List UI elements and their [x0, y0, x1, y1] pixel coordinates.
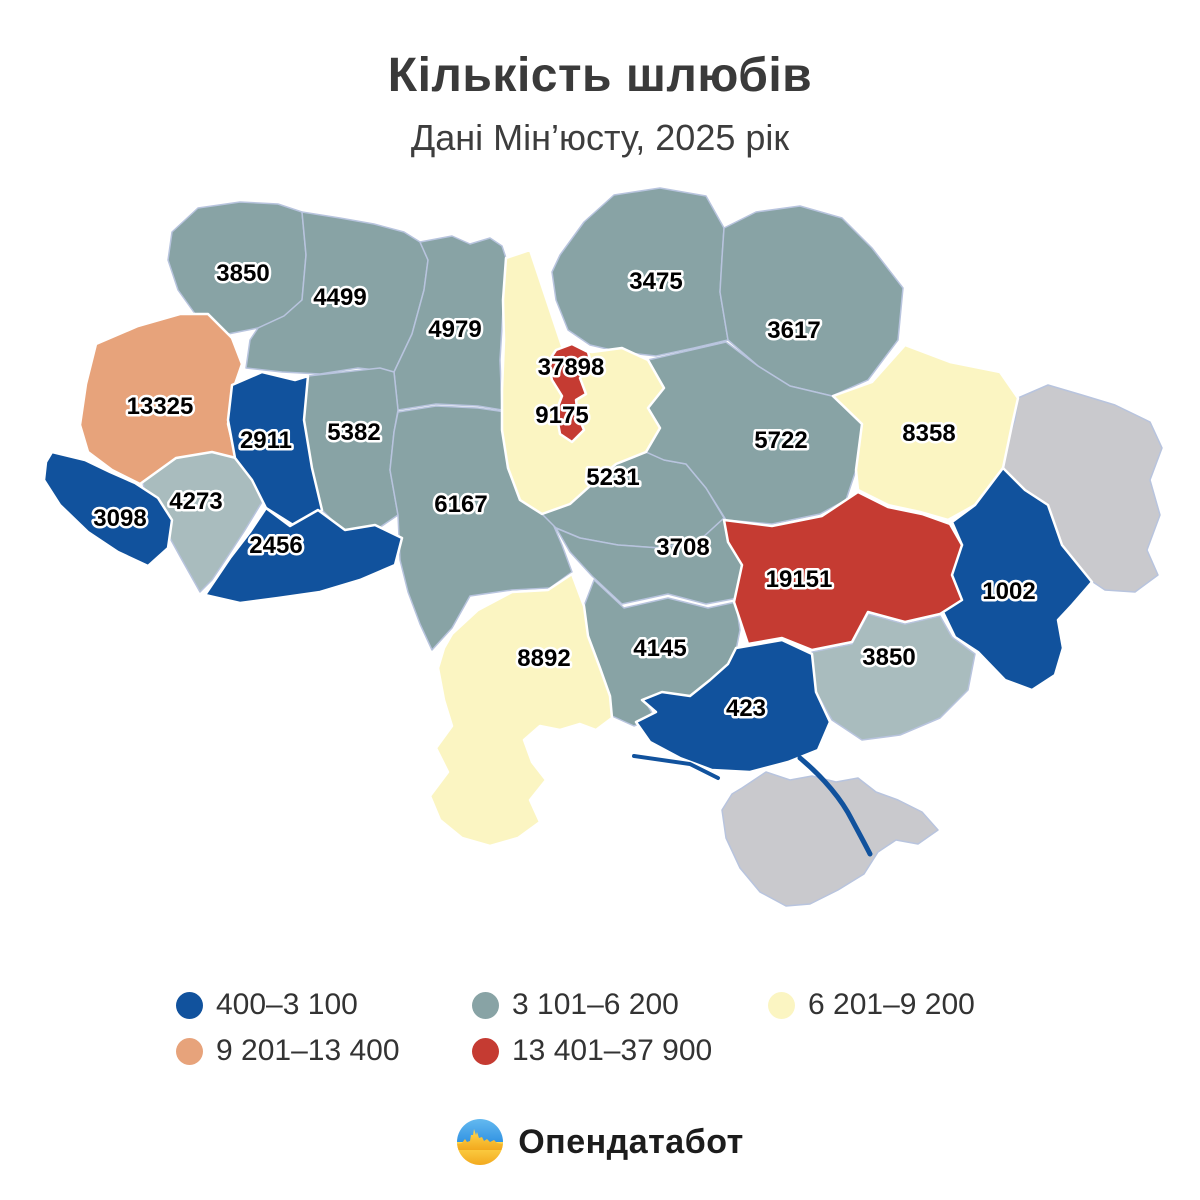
value-zakarpattia: 3098 [93, 505, 146, 532]
legend-item-range1: 400–3 100 [176, 988, 358, 1022]
region-kyiv-oblast [500, 248, 666, 516]
value-kharkiv: 8358 [902, 420, 955, 447]
value-rivne: 4499 [313, 284, 366, 311]
value-zhytomyr: 4979 [428, 316, 481, 343]
legend-item-range2: 3 101–6 200 [472, 988, 679, 1022]
region-kyiv-city [546, 342, 594, 444]
region-rivne [245, 211, 429, 375]
region-sumy [719, 205, 904, 397]
legend-dot-range3 [768, 991, 795, 1019]
legend-label-range5: 13 401–37 900 [512, 1034, 713, 1067]
value-kyiv-city: 37898 [538, 354, 605, 381]
region-value-labels: 3850 4499 4979 3475 3617 37898 9175 1332… [91, 258, 1038, 725]
legend-item-range4: 9 201–13 400 [176, 1034, 400, 1068]
footer-brand: Опендатабот [0, 1118, 1200, 1166]
brand-name: Опендатабот [518, 1122, 744, 1161]
value-odesa: 8892 [517, 645, 570, 672]
region-chernivtsi [203, 506, 404, 605]
value-ivano-frankivsk: 4273 [169, 488, 222, 515]
legend-label-range1: 400–3 100 [216, 988, 358, 1021]
value-poltava: 5722 [754, 427, 807, 454]
page-subtitle: Дані Мін’юсту, 2025 рік [410, 117, 790, 158]
value-kherson: 423 [726, 695, 766, 722]
value-volyn: 3850 [216, 260, 269, 287]
arabat-spit [797, 755, 873, 857]
legend-label-range3: 6 201–9 200 [808, 988, 975, 1021]
legend-label-range4: 9 201–13 400 [216, 1034, 400, 1067]
region-kherson [634, 638, 832, 774]
region-dnipro [722, 490, 964, 652]
region-zakarpattia [42, 450, 174, 568]
legend-item-range5: 13 401–37 900 [472, 1034, 712, 1068]
region-ternopil [226, 370, 324, 530]
opendatabot-logo-icon [457, 1119, 504, 1165]
value-sumy: 3617 [767, 317, 820, 344]
legend-item-range3: 6 201–9 200 [768, 988, 975, 1022]
value-zaporizhzhia: 3850 [862, 644, 915, 671]
value-mykolaiv: 4145 [633, 635, 686, 662]
value-kyiv-oblast: 9175 [535, 402, 588, 429]
value-khmelnytskyi: 5382 [327, 419, 380, 446]
legend-dot-range1 [176, 991, 203, 1019]
header: Кількість шлюбів Дані Мін’юсту, 2025 рік [0, 48, 1200, 159]
value-vinnytsia: 6167 [434, 491, 487, 518]
value-lviv: 13325 [127, 393, 194, 420]
legend-dot-range2 [472, 991, 499, 1019]
value-donetsk: 1002 [982, 578, 1035, 605]
value-kirovohrad: 3708 [656, 534, 709, 561]
value-dnipro: 19151 [766, 566, 833, 593]
region-zaporizhzhia [811, 613, 976, 741]
page-title: Кількість шлюбів [387, 49, 813, 102]
region-odesa [428, 572, 614, 848]
region-crimea [721, 771, 939, 907]
value-chernihiv: 3475 [629, 268, 682, 295]
legend-dot-range4 [176, 1037, 203, 1065]
kinburn-spit [632, 754, 720, 780]
legend: 400–3 100 3 101–6 200 6 201–9 200 9 201–… [0, 988, 1200, 1088]
value-chernivtsi: 2456 [249, 532, 302, 559]
legend-dot-range5 [472, 1037, 499, 1065]
value-ternopil: 2911 [240, 427, 292, 454]
value-cherkasy: 5231 [586, 464, 639, 491]
legend-label-range2: 3 101–6 200 [512, 988, 679, 1021]
